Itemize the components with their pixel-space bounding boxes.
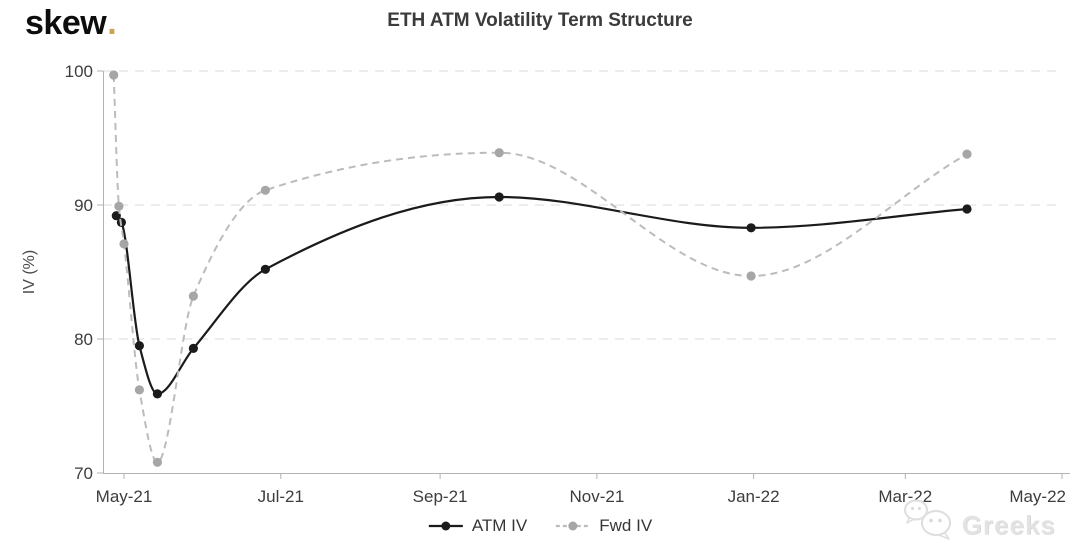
chart-title: ETH ATM Volatility Term Structure [387,10,693,31]
series-fwd-iv-point-4 [152,457,162,467]
skew-logo-dot: . [107,4,117,42]
series-atm-iv-point-6 [494,192,504,202]
wechat-icon [903,499,951,540]
atm-iv-legend-swatch [428,521,463,531]
x-tick-label-May-21: May-21 [96,487,153,506]
x-tick-label-May-22: May-22 [1009,487,1066,506]
series-atm-iv-point-4 [188,343,198,353]
wechat-watermark: Greeks [903,497,1056,541]
fwd-iv-legend-swatch [556,521,591,531]
x-tick-label-Nov-21: Nov-21 [569,487,624,506]
series-fwd-iv-point-3 [134,385,144,395]
series-fwd-iv-point-6 [260,185,270,195]
series-atm-iv-line [115,195,968,396]
series-atm-iv-point-5 [260,264,270,274]
series-fwd-iv-point-5 [188,291,198,301]
legend-label-fwd-iv: Fwd IV [599,516,653,535]
series-fwd-iv-point-7 [494,148,504,158]
series-atm-iv-point-3 [152,389,162,399]
skew-logo-text: skew [25,4,107,42]
series-fwd-iv-point-1 [114,201,124,211]
x-tick-label-Jan-22: Jan-22 [728,487,780,506]
series-fwd-iv-point-0 [109,70,119,80]
x-tick-label-Sep-21: Sep-21 [413,487,468,506]
series-fwd-iv-point-2 [119,239,129,249]
y-tick-label-80: 80 [74,330,93,349]
series-fwd-iv-point-9 [962,149,972,159]
series-atm-iv-point-8 [962,204,972,214]
chart-legend: ATM IV Fwd IV [428,516,652,536]
legend-item-atm-iv[interactable]: ATM IV [428,516,527,536]
series-atm-iv-point-2 [134,341,144,351]
y-tick-label-70: 70 [74,464,93,483]
series-fwd-iv-point-8 [746,271,756,281]
series-atm-iv-point-7 [746,223,756,233]
watermark-label: Greeks [961,510,1056,540]
series-fwd-iv-line [112,74,968,464]
skew-logo: skew. [25,4,117,43]
y-tick-label-100: 100 [65,62,93,81]
legend-item-fwd-iv[interactable]: Fwd IV [555,516,652,536]
y-tick-label-90: 90 [74,196,93,215]
x-tick-label-Jul-21: Jul-21 [258,487,304,506]
legend-label-atm-iv: ATM IV [471,516,528,535]
